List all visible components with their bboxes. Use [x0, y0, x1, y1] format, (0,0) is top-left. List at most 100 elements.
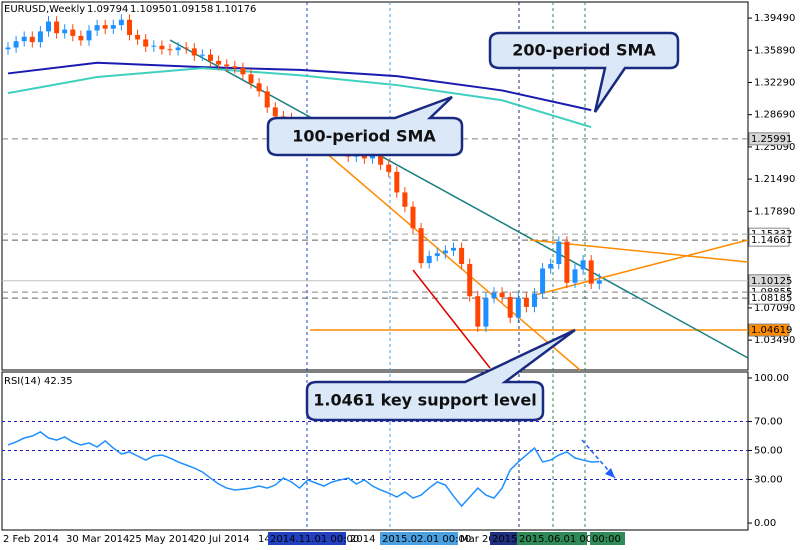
rsi-arrow-head	[605, 468, 615, 478]
y-tick-label: 1.25090	[754, 142, 795, 153]
callout-200: 200-period SMA	[488, 31, 680, 113]
candle-body	[572, 269, 578, 283]
callout-box	[266, 95, 464, 157]
x-label-box	[590, 532, 625, 545]
price-level-label: 1.10125	[751, 276, 792, 287]
candle-body	[272, 107, 278, 117]
price-level-label: 1.14661	[751, 235, 792, 246]
price-level-label: 1.08185	[751, 293, 792, 304]
candle-body	[135, 34, 141, 40]
x-tick-label: 00:00	[592, 534, 621, 545]
x-label-box	[517, 532, 587, 545]
candle-body	[216, 60, 222, 65]
rsi-arrow	[581, 439, 616, 479]
sma-line	[7, 61, 592, 112]
candle-body	[507, 297, 513, 318]
price-level-box	[748, 291, 790, 305]
trend-line	[534, 239, 749, 296]
candle-body	[199, 54, 205, 56]
candle-body	[434, 253, 440, 256]
y-tick-label: 1.07090	[754, 303, 795, 314]
x-tick-label: 2015.02.01 00:00	[382, 534, 471, 545]
price-level-box	[748, 233, 790, 247]
x-label-box	[380, 532, 458, 545]
candle-body	[62, 29, 68, 34]
candle-body	[402, 192, 408, 207]
rsi-line	[7, 431, 600, 508]
y-tick-label: 0.00	[754, 518, 776, 529]
candle-body	[418, 228, 424, 264]
candle-body	[410, 206, 416, 229]
candle-body	[167, 49, 173, 51]
y-tick-label: 1.32290	[754, 77, 795, 88]
candle-body	[588, 260, 594, 284]
candle-body	[248, 74, 254, 84]
candle-body	[515, 297, 521, 318]
price-level-label: 1.04619	[751, 325, 792, 336]
candle-body	[426, 255, 432, 264]
y-tick-label: 1.39490	[754, 13, 795, 24]
candle-body	[232, 66, 238, 69]
x-tick-label: 14	[258, 534, 271, 545]
x-label-box	[490, 532, 517, 545]
candle-body	[143, 39, 149, 47]
y-tick-label: 1.17890	[754, 206, 795, 217]
candle-body	[556, 241, 562, 264]
callout-text: 1.0461 key support level	[313, 391, 536, 410]
candle-body	[451, 247, 456, 251]
candle-body	[580, 260, 586, 270]
candle-body	[183, 47, 189, 49]
candle-body	[37, 31, 43, 43]
candle-body	[394, 171, 400, 193]
candle-body	[208, 54, 213, 61]
candle-body	[224, 64, 230, 67]
rsi-value: 42.35	[44, 376, 73, 387]
x-tick-label: Mar 201	[460, 534, 501, 545]
sma-line	[7, 67, 592, 129]
y-tick-label: 30.00	[754, 475, 783, 486]
candle-body	[191, 48, 197, 56]
rsi-frame	[1, 371, 749, 531]
candle-body	[21, 36, 27, 42]
x-tick-label: 2015	[492, 534, 517, 545]
candle-body	[54, 21, 60, 34]
y-tick-label: 1.03490	[754, 335, 795, 346]
callout-text: 100-period SMA	[292, 127, 436, 146]
candle-body	[110, 25, 116, 29]
ohlc-close: 1.10176	[215, 4, 256, 15]
candle-body	[94, 25, 100, 31]
candle-body	[70, 29, 76, 36]
candle-body	[564, 241, 570, 283]
callout-box	[488, 31, 680, 113]
candle-body	[596, 280, 602, 284]
callout-box	[305, 328, 576, 422]
y-tick-label: 1.28690	[754, 110, 795, 121]
x-label-box	[268, 532, 346, 545]
x-tick-label: 2014.11.01 00:00	[270, 534, 359, 545]
price-level-box	[748, 323, 790, 337]
rsi-title: RSI(14)	[4, 376, 41, 387]
candle-body	[86, 30, 92, 41]
candle-body	[378, 150, 384, 165]
candle-body	[240, 68, 246, 75]
candle-body	[442, 250, 448, 254]
price-frame	[1, 1, 749, 371]
candle-body	[127, 19, 132, 35]
candle-body	[532, 293, 537, 307]
y-tick-label: 50.00	[754, 445, 783, 456]
price-level-box	[748, 132, 790, 146]
x-tick-label: 2015.06.01 00:00	[519, 534, 608, 545]
candle-body	[475, 296, 481, 327]
x-tick-label: 2014	[350, 534, 375, 545]
candle-body	[46, 21, 51, 32]
candle-body	[175, 47, 181, 51]
callout-text: 200-period SMA	[512, 41, 656, 60]
candle-body	[256, 83, 262, 92]
y-tick-label: 100.00	[754, 373, 789, 384]
candle-body	[467, 263, 473, 297]
candle-body	[499, 292, 505, 298]
ohlc-high: 1.10950	[130, 4, 171, 15]
x-tick-label: 30 Mar 2014	[66, 534, 129, 545]
